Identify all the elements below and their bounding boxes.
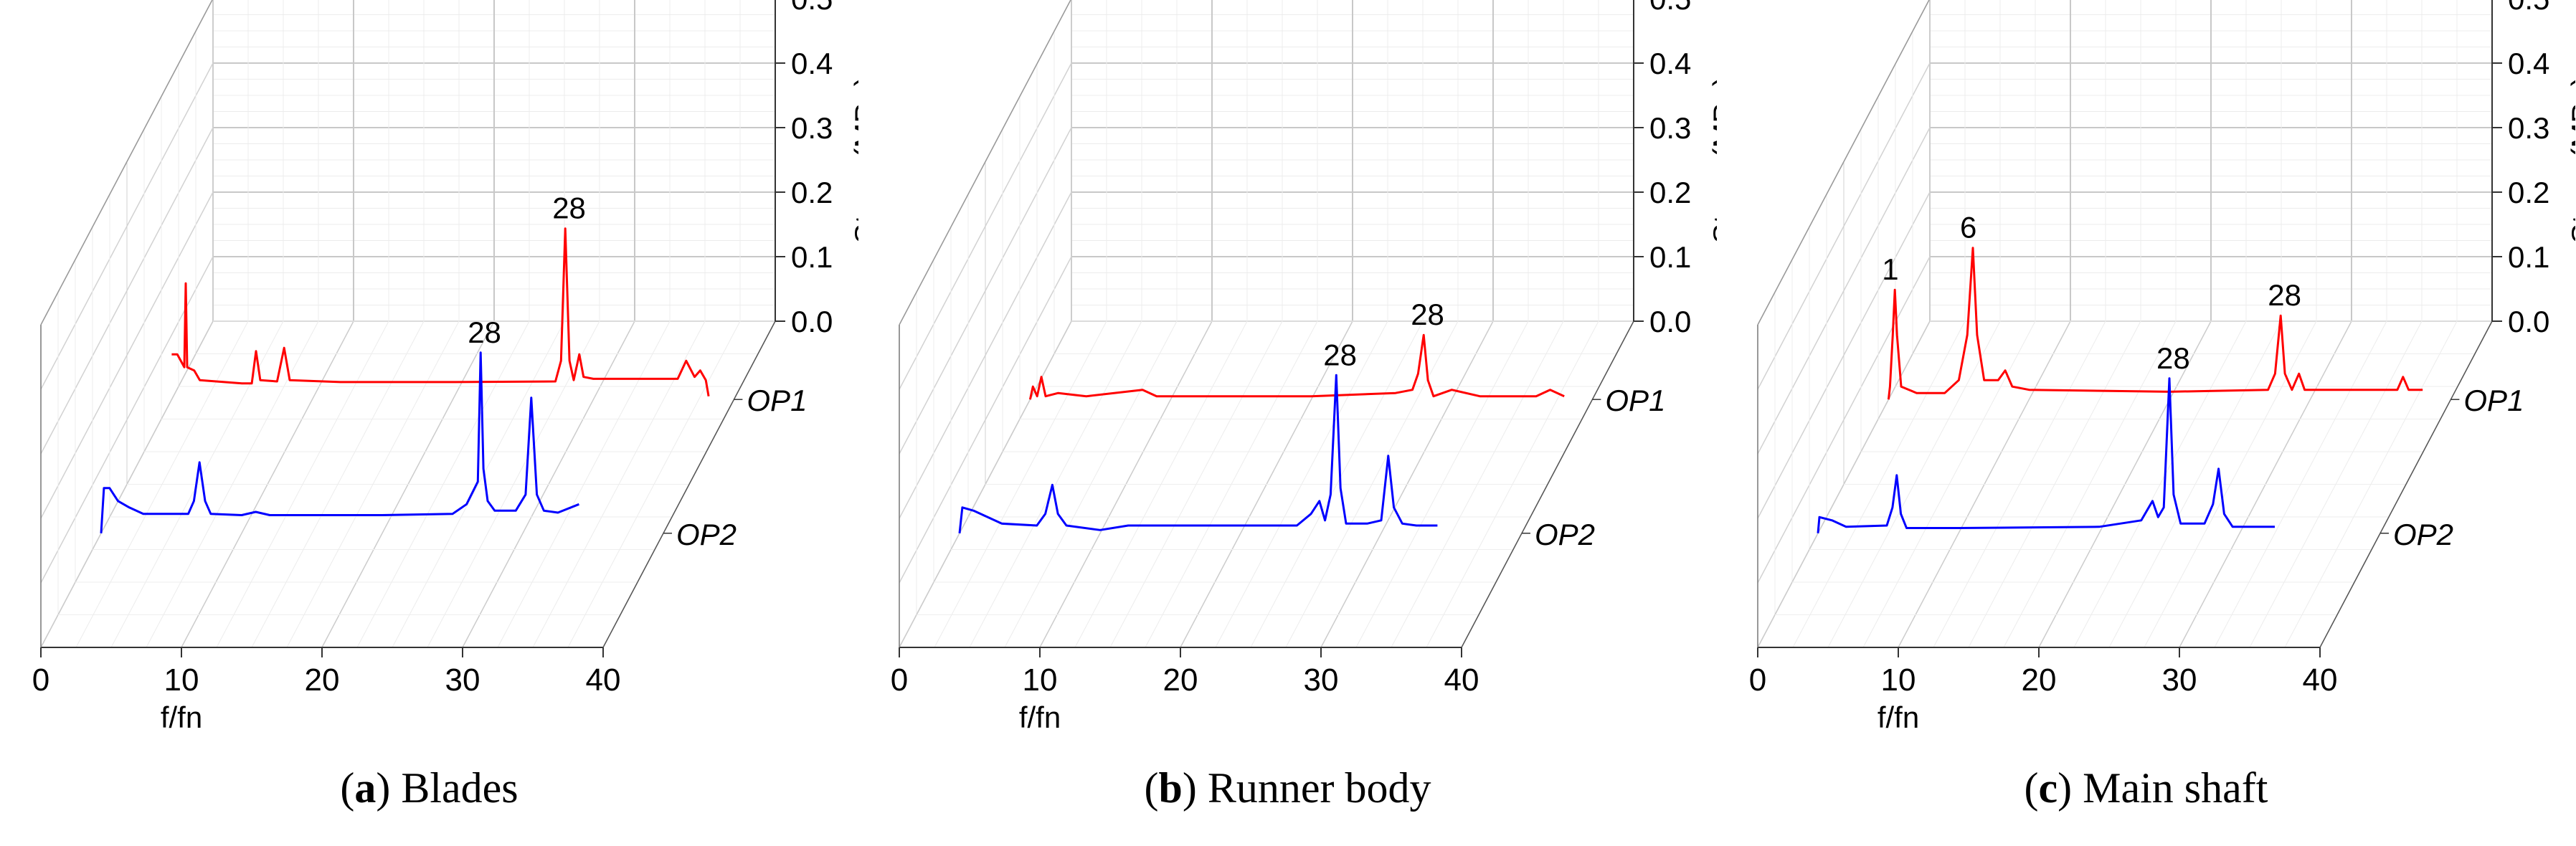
z-tick-label: 0.2 xyxy=(1649,176,1691,209)
z-axis-label: Stress(MPa) xyxy=(2565,76,2575,243)
z-tick-label: 0.4 xyxy=(791,47,833,80)
x-tick-label: 40 xyxy=(586,662,621,698)
z-tick-label: 0.4 xyxy=(2508,47,2549,80)
z-tick-label: 0.2 xyxy=(791,176,833,209)
x-tick-label: 0 xyxy=(891,662,908,698)
x-axis-label: f/fn xyxy=(1019,700,1061,734)
caption-b-text: Runner body xyxy=(1207,764,1431,812)
z-tick-label: 0.3 xyxy=(791,111,833,145)
x-tick-label: 10 xyxy=(164,662,199,698)
x-tick-label: 40 xyxy=(2303,662,2338,698)
series-line-op2 xyxy=(100,351,579,533)
series-label-op1: OP1 xyxy=(1605,384,1665,417)
series-label-op2: OP2 xyxy=(1535,518,1595,551)
peak-label: 28 xyxy=(2268,278,2301,312)
x-tick-label: 40 xyxy=(1444,662,1479,698)
x-axis-label: f/fn xyxy=(1877,700,1919,734)
x-tick-label: 0 xyxy=(1749,662,1766,698)
x-tick-label: 30 xyxy=(445,662,480,698)
series-line-op2 xyxy=(958,374,1438,533)
peak-label: 6 xyxy=(1960,211,1976,244)
caption-c-letter: c xyxy=(2038,764,2058,812)
z-axis-label: Stress(MPa) xyxy=(1707,76,1717,243)
x-axis-label: f/fn xyxy=(161,700,202,734)
panel-a: 0 10 20 30 40 f/fn 0.0 0.1 0.2 0.3 0.4 0.5 Stress(MP… xyxy=(0,0,858,846)
caption-b: (b) Runner body xyxy=(1144,764,1431,812)
series-label-op2: OP2 xyxy=(2393,518,2453,551)
x-tick-label: 20 xyxy=(305,662,340,698)
peak-label: 28 xyxy=(1323,338,1357,371)
caption-a-text: Blades xyxy=(401,764,518,812)
chart-a: 0 10 20 30 40 f/fn 0.0 0.1 0.2 0.3 0.4 0.5 Stress(MP… xyxy=(32,0,858,734)
top-left-edge xyxy=(1757,0,1930,325)
z-tick-label: 0.5 xyxy=(2508,0,2549,16)
z-tick-label: 0.4 xyxy=(1649,47,1691,80)
grid xyxy=(899,0,1634,648)
caption-c: (c) Main shaft xyxy=(2024,764,2268,812)
z-tick-label: 0.0 xyxy=(1649,305,1691,338)
peak-label: 28 xyxy=(468,315,501,349)
series-label-op1: OP1 xyxy=(747,384,807,417)
top-left-edge xyxy=(899,0,1071,325)
depth-axis-line xyxy=(602,320,776,648)
peak-label: 1 xyxy=(1882,252,1898,286)
caption-a: (a) Blades xyxy=(340,764,518,812)
z-tick-label: 0.3 xyxy=(1649,111,1691,145)
x-tick-label: 10 xyxy=(1023,662,1058,698)
grid xyxy=(1757,0,2493,648)
x-tick-label: 0 xyxy=(32,662,49,698)
series-line-op1 xyxy=(171,227,710,396)
peak-label: 28 xyxy=(552,191,586,225)
z-tick-label: 0.0 xyxy=(791,305,833,338)
caption-c-text: Main shaft xyxy=(2083,764,2268,812)
panel-b: 0 10 20 30 40 f/fn 0.0 0.1 0.2 0.3 0.4 0.5 Stress(MP… xyxy=(858,0,1717,846)
chart-b: 0 10 20 30 40 f/fn 0.0 0.1 0.2 0.3 0.4 0.5 Stress(MP… xyxy=(891,0,1717,734)
z-axis-label: Stress(MPa) xyxy=(848,76,858,243)
caption-a-letter: a xyxy=(354,764,377,812)
series-label-op1: OP1 xyxy=(2463,384,2524,417)
depth-axis-line xyxy=(1461,320,1634,648)
series-line-op1 xyxy=(1028,333,1565,400)
x-tick-label: 30 xyxy=(1304,662,1339,698)
top-left-edge xyxy=(40,0,213,325)
z-tick-label: 0.1 xyxy=(2508,240,2549,274)
depth-axis-line xyxy=(2319,320,2493,648)
z-tick-label: 0.2 xyxy=(2508,176,2549,209)
z-tick-label: 0.0 xyxy=(2508,305,2549,338)
z-tick-label: 0.1 xyxy=(791,240,833,274)
x-tick-label: 10 xyxy=(1881,662,1916,698)
z-tick-label: 0.5 xyxy=(1649,0,1691,16)
peak-label: 28 xyxy=(1411,298,1444,331)
chart-c: 0 10 20 30 40 f/fn 0.0 0.1 0.2 0.3 0.4 0.5 Stress(MP… xyxy=(1749,0,2575,734)
series-label-op2: OP2 xyxy=(676,518,737,551)
x-tick-label: 20 xyxy=(2022,662,2057,698)
panel-c: 0 10 20 30 40 f/fn 0.0 0.1 0.2 0.3 0.4 0.5 Stress(MP… xyxy=(1717,0,2575,846)
axis-frame xyxy=(40,0,785,657)
x-tick-label: 20 xyxy=(1163,662,1198,698)
grid xyxy=(40,0,776,648)
x-tick-label: 30 xyxy=(2162,662,2197,698)
z-tick-label: 0.1 xyxy=(1649,240,1691,274)
peak-label: 28 xyxy=(2156,341,2190,375)
z-tick-label: 0.5 xyxy=(791,0,833,16)
series-line-op1 xyxy=(1887,247,2423,400)
series-line-op2 xyxy=(1817,377,2275,533)
axis-frame xyxy=(899,0,1644,657)
z-tick-label: 0.3 xyxy=(2508,111,2549,145)
axis-frame xyxy=(1757,0,2502,657)
caption-b-letter: b xyxy=(1158,764,1183,812)
